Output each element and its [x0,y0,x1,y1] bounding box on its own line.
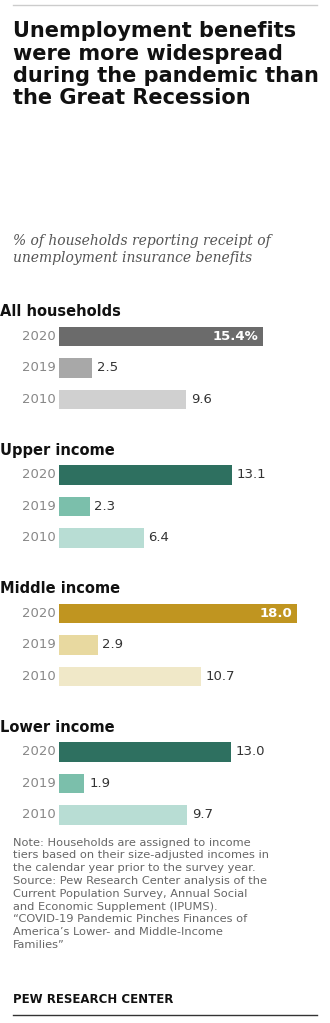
Text: 2020: 2020 [22,330,56,343]
Text: 13.1: 13.1 [237,469,267,482]
Bar [59,742,231,761]
Text: 13.0: 13.0 [236,746,265,758]
Bar [59,326,263,346]
Text: 2020: 2020 [22,469,56,482]
Bar [59,465,232,485]
Text: 9.6: 9.6 [191,393,212,406]
Text: Upper income: Upper income [0,443,115,457]
Text: % of households reporting receipt of
unemployment insurance benefits: % of households reporting receipt of une… [13,234,271,265]
Text: 2019: 2019 [22,776,56,790]
Text: Note: Households are assigned to income
tiers based on their size-adjusted incom: Note: Households are assigned to income … [13,838,269,950]
Text: All households: All households [0,304,121,319]
Text: 15.4%: 15.4% [212,330,258,343]
Bar [59,528,144,547]
Text: 2010: 2010 [22,531,56,544]
Text: 2020: 2020 [22,746,56,758]
Text: 10.7: 10.7 [205,670,235,683]
Text: 2019: 2019 [22,361,56,374]
Bar [59,497,90,517]
Text: 1.9: 1.9 [89,776,110,790]
Bar [59,358,92,377]
Text: 2010: 2010 [22,393,56,406]
Bar [59,390,186,409]
Text: 6.4: 6.4 [148,531,169,544]
Text: 2.9: 2.9 [102,638,123,652]
Bar [59,805,187,825]
Text: 2010: 2010 [22,808,56,821]
Text: PEW RESEARCH CENTER: PEW RESEARCH CENTER [13,993,174,1006]
Text: Unemployment benefits
were more widespread
during the pandemic than
the Great Re: Unemployment benefits were more widespre… [13,21,319,108]
Bar [59,604,297,623]
Text: 2010: 2010 [22,670,56,683]
Text: 2019: 2019 [22,638,56,652]
Bar [59,635,98,655]
Bar [59,773,84,793]
Text: Lower income: Lower income [0,719,115,735]
Text: Middle income: Middle income [0,581,120,596]
Text: 2.5: 2.5 [97,361,118,374]
Text: 2019: 2019 [22,500,56,513]
Text: 18.0: 18.0 [260,607,292,620]
Text: 9.7: 9.7 [192,808,213,821]
Text: 2020: 2020 [22,607,56,620]
Text: 2.3: 2.3 [94,500,116,513]
Bar [59,667,201,686]
